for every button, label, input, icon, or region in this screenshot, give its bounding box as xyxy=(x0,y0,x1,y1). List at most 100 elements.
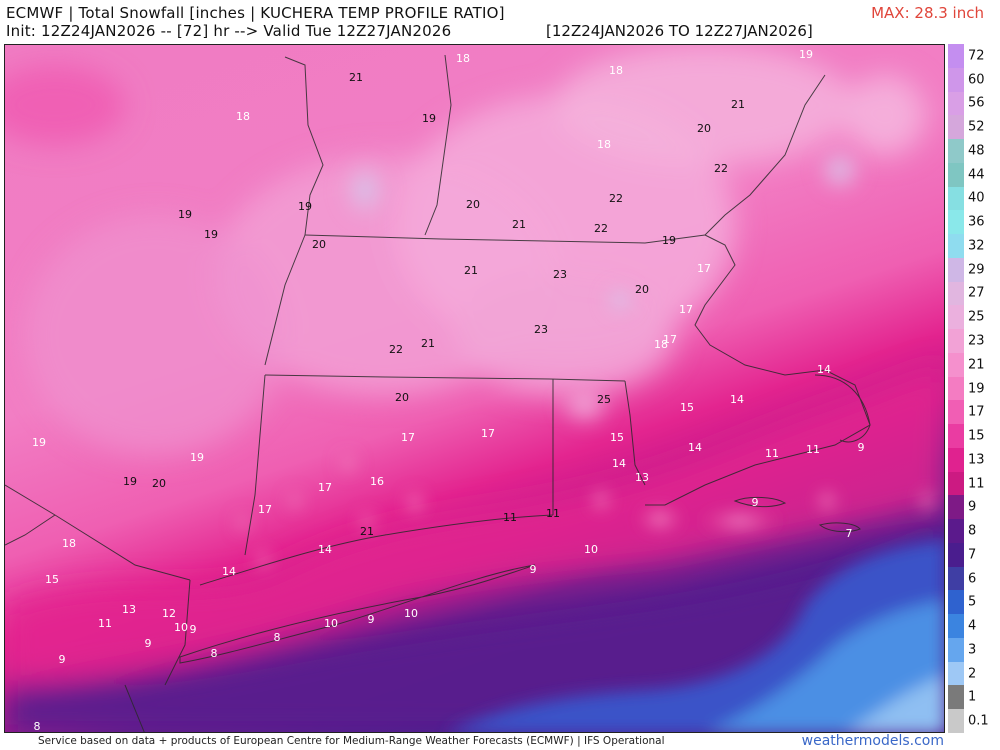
ma-south-border xyxy=(264,374,626,382)
long-island xyxy=(179,564,536,664)
ma-north-border xyxy=(304,234,706,244)
snowfall-map: 21 18 18 19 18 19 21 20 18 22 19 19 20 21 22 22 19 20 21 23… xyxy=(4,44,945,733)
snowfall-value: 11 xyxy=(546,507,560,520)
colorbar-label: 9 xyxy=(968,499,977,515)
colorbar-label: 32 xyxy=(968,238,985,254)
snowfall-value: 10 xyxy=(584,543,598,556)
snowfall-value: 18 xyxy=(456,52,470,65)
snowfall-value: 14 xyxy=(318,543,332,556)
snowfall-value: 14 xyxy=(222,565,236,578)
snowfall-value-labels: 21 18 18 19 18 19 21 20 18 22 19 19 20 21 22 22 19 20 21 23… xyxy=(32,48,865,733)
colorbar-label: 36 xyxy=(968,214,985,230)
snowfall-value: 7 xyxy=(846,527,853,540)
nh-maine-border xyxy=(424,54,452,236)
snowfall-value: 9 xyxy=(858,441,865,454)
snowfall-value: 19 xyxy=(190,451,204,464)
snowfall-value: 21 xyxy=(464,264,478,277)
colorbar-label: 2 xyxy=(968,666,977,682)
snowfall-value: 17 xyxy=(258,503,272,516)
snowfall-value: 9 xyxy=(368,613,375,626)
ma-coast xyxy=(645,234,871,506)
colorbar-swatch xyxy=(948,329,964,354)
snowfall-value: 14 xyxy=(730,393,744,406)
snowfall-value: 9 xyxy=(190,623,197,636)
snowfall-colorbar: 72 60 56 52 48 44 40 36 32 29 27 25 23 21 19 17 15 13 11 9 8… xyxy=(948,44,1000,734)
colorbar-label: 72 xyxy=(968,48,985,64)
marthas-vineyard xyxy=(733,496,787,508)
colorbar-label: 27 xyxy=(968,285,985,301)
snowfall-value: 20 xyxy=(697,122,711,135)
snowfall-value: 19 xyxy=(204,228,218,241)
snowfall-value: 18 xyxy=(597,138,611,151)
snowfall-value: 21 xyxy=(360,525,374,538)
snowfall-value: 21 xyxy=(421,337,435,350)
snowfall-value: 11 xyxy=(806,443,820,456)
snowfall-value: 23 xyxy=(553,268,567,281)
snowfall-value: 14 xyxy=(612,457,626,470)
snowfall-value: 12 xyxy=(162,607,176,620)
valid-range: [12Z24JAN2026 TO 12Z27JAN2026] xyxy=(546,22,813,40)
colorbar-label: 1 xyxy=(968,689,977,705)
snowfall-value: 9 xyxy=(530,563,537,576)
snowfall-value: 22 xyxy=(609,192,623,205)
colorbar-label: 7 xyxy=(968,547,977,563)
colorbar-label: 21 xyxy=(968,357,985,373)
snowfall-value: 15 xyxy=(45,573,59,586)
snowfall-value: 22 xyxy=(594,222,608,235)
colorbar-swatch xyxy=(948,685,964,710)
brand-link[interactable]: weathermodels.com xyxy=(801,733,944,749)
snowfall-value: 21 xyxy=(731,98,745,111)
snowfall-value: 18 xyxy=(62,537,76,550)
colorbar-swatch xyxy=(948,614,964,639)
colorbar-label: 13 xyxy=(968,452,985,468)
colorbar-label: 44 xyxy=(968,167,985,183)
snowfall-value: 16 xyxy=(370,475,384,488)
colorbar-swatch xyxy=(948,661,964,686)
snowfall-value: 18 xyxy=(236,110,250,123)
snowfall-value: 13 xyxy=(122,603,136,616)
snowfall-value: 20 xyxy=(635,283,649,296)
colorbar-label: 4 xyxy=(968,618,977,634)
snowfall-value: 19 xyxy=(178,208,192,221)
heavy-snow-zones xyxy=(5,45,925,455)
colorbar-label: 3 xyxy=(968,642,977,658)
snowfall-value: 22 xyxy=(389,343,403,356)
colorbar-label: 23 xyxy=(968,333,985,349)
ct-ny-border xyxy=(244,374,266,556)
snowfall-value: 17 xyxy=(697,262,711,275)
snowfall-value: 20 xyxy=(395,391,409,404)
colorbar-label: 52 xyxy=(968,119,985,135)
colorbar-swatch xyxy=(948,210,964,235)
colorbar-swatch xyxy=(948,400,964,425)
init-valid-line: Init: 12Z24JAN2026 -- [72] hr --> Valid … xyxy=(6,22,452,40)
map-title: ECMWF | Total Snowfall [inches | KUCHERA… xyxy=(6,4,505,22)
snowfall-value: 21 xyxy=(512,218,526,231)
snowfall-value: 10 xyxy=(174,621,188,634)
snowfall-value: 11 xyxy=(98,617,112,630)
ocean-low-snow xyxy=(449,540,944,732)
snowfall-value: 13 xyxy=(635,471,649,484)
colorbar-swatch xyxy=(948,447,964,473)
snowfall-value: 19 xyxy=(298,200,312,213)
colorbar-swatch xyxy=(948,471,964,496)
colorbar-swatch xyxy=(948,495,964,520)
snowfall-value: 19 xyxy=(799,48,813,61)
nj-ny-border xyxy=(164,579,191,686)
snowfall-value: 17 xyxy=(401,431,415,444)
snowfall-value: 9 xyxy=(145,637,152,650)
colorbar-label: 5 xyxy=(968,594,977,610)
snowfall-value: 8 xyxy=(34,720,41,733)
colorbar-label: 8 xyxy=(968,523,977,539)
snowfall-value: 18 xyxy=(609,64,623,77)
ny-pa-border xyxy=(5,484,191,581)
maine-coast xyxy=(704,74,826,236)
colorbar-label: 19 xyxy=(968,381,985,396)
snowfall-value: 17 xyxy=(318,481,332,494)
snowfall-value: 25 xyxy=(597,393,611,406)
max-snowfall-label: MAX: 28.3 inch xyxy=(871,4,984,22)
colorbar-swatch xyxy=(948,281,964,306)
peak-snow-spots xyxy=(337,144,866,430)
nj-coast xyxy=(124,684,145,732)
snowfall-value: 20 xyxy=(312,238,326,251)
colorbar-swatch xyxy=(948,637,964,663)
